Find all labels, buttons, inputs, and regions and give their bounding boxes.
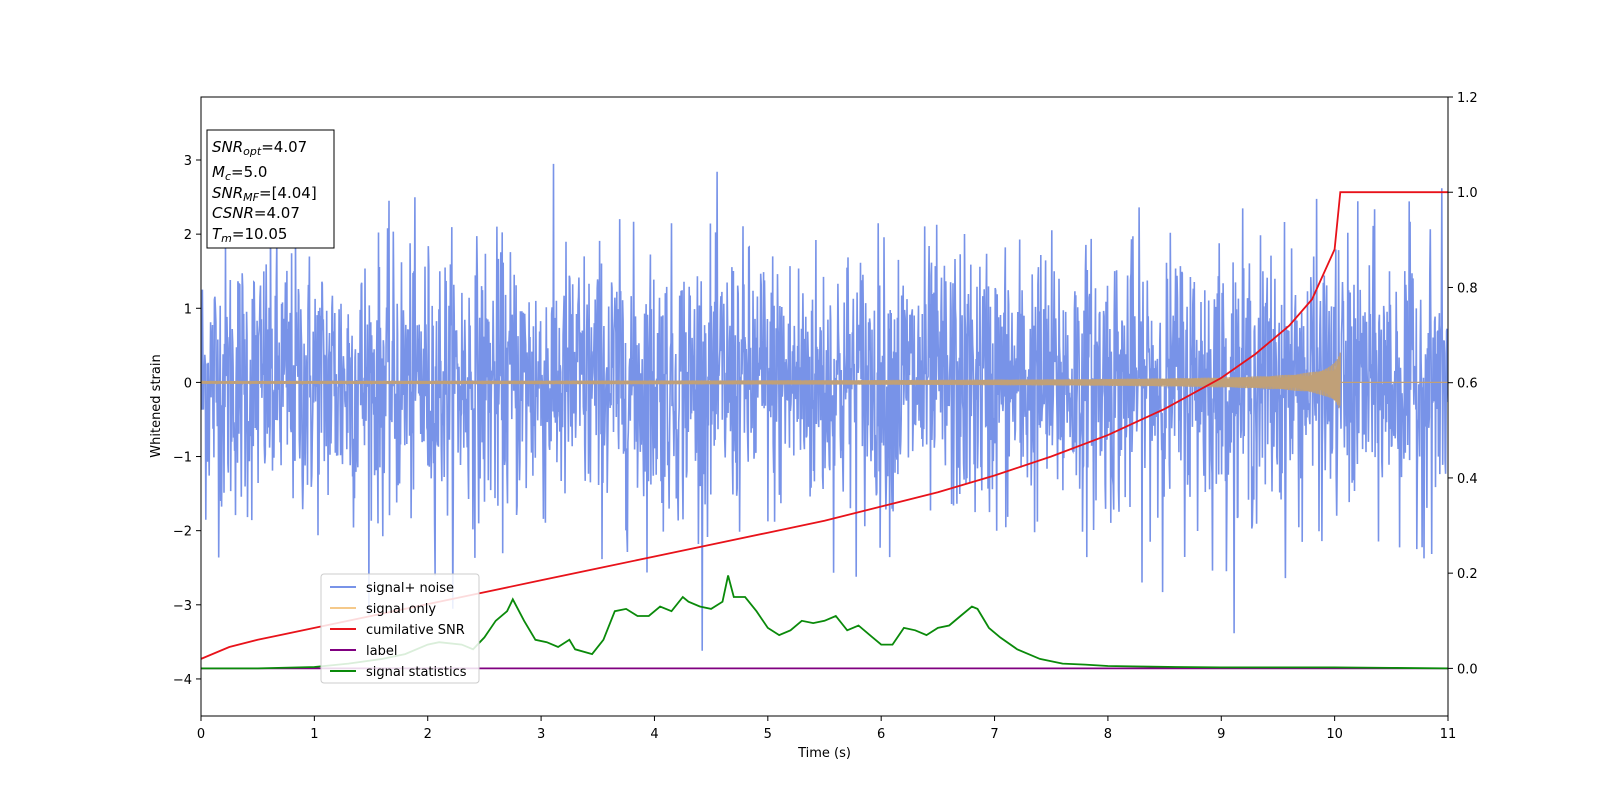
y2-tick-label: 1.2: [1457, 91, 1478, 106]
plot-frame: [200, 96, 1449, 717]
x-axis-label: Time (s): [797, 746, 851, 761]
x-tick-label: 3: [537, 727, 545, 742]
series-signal-noise: [201, 163, 1448, 651]
info-csnr: CSNR=4.07: [212, 204, 300, 222]
y-tick-label: −4: [173, 673, 192, 688]
y-tick-label: −2: [173, 525, 192, 540]
y2-tick-label: 0.8: [1457, 281, 1478, 296]
x-tick-label: 4: [650, 727, 658, 742]
x-tick-label: 1: [310, 727, 318, 742]
y2-tick-label: 0.4: [1457, 472, 1478, 487]
y-axis-right: 0.0 0.2 0.4 0.6 0.8 1.0 1.2: [1448, 91, 1478, 677]
legend-label: label: [366, 644, 397, 659]
x-tick-label: 0: [197, 727, 205, 742]
line-signal-statistics: [201, 575, 1448, 670]
y-axis-left: −4 −3 −2 −1 0 1 2 3: [173, 154, 201, 688]
y-tick-label: 3: [184, 154, 192, 169]
series-signal-only: [201, 352, 1448, 409]
legend-label: signal statistics: [366, 665, 467, 680]
legend-label: cumilative SNR: [366, 623, 465, 638]
y-tick-label: −1: [173, 451, 192, 466]
y-tick-label: 1: [184, 302, 192, 317]
y-tick-label: 2: [184, 228, 192, 243]
info-box-frame: [206, 129, 335, 249]
legend-label: signal only: [366, 602, 436, 617]
x-tick-label: 6: [877, 727, 885, 742]
x-tick-label: 11: [1440, 727, 1457, 742]
info-mc: Mc=5.0: [212, 163, 267, 183]
info-box: SNRopt=4.07 Mc=5.0 SNRMF=[4.04] CSNR=4.0…: [206, 129, 335, 249]
chirp-trace: [201, 352, 1448, 409]
info-tm: Tm=10.05: [212, 225, 287, 245]
y-tick-label: −3: [173, 599, 192, 614]
y2-tick-label: 0.0: [1457, 662, 1478, 677]
legend: signal+ noise signal only cumilative SNR la…: [320, 573, 480, 684]
x-tick-label: 2: [424, 727, 432, 742]
legend-label: signal+ noise: [366, 581, 454, 596]
x-tick-label: 5: [764, 727, 772, 742]
x-axis: 0 1 2 3 4 5 6 7 8 9 10 11: [197, 716, 1456, 742]
y-axis-label: Whitened strain: [149, 354, 164, 457]
info-snr-mf: SNRMF=[4.04]: [212, 184, 317, 204]
info-snr-opt: SNRopt=4.07: [212, 138, 307, 158]
y2-tick-label: 0.2: [1457, 567, 1478, 582]
x-tick-label: 7: [990, 727, 998, 742]
y2-tick-label: 1.0: [1457, 186, 1478, 201]
x-tick-label: 9: [1217, 727, 1225, 742]
x-tick-label: 10: [1326, 727, 1343, 742]
y2-tick-label: 0.6: [1457, 377, 1478, 392]
y-tick-label: 0: [184, 376, 192, 391]
legend-frame: [320, 573, 480, 684]
noise-trace: [201, 163, 1448, 651]
x-tick-label: 8: [1104, 727, 1112, 742]
